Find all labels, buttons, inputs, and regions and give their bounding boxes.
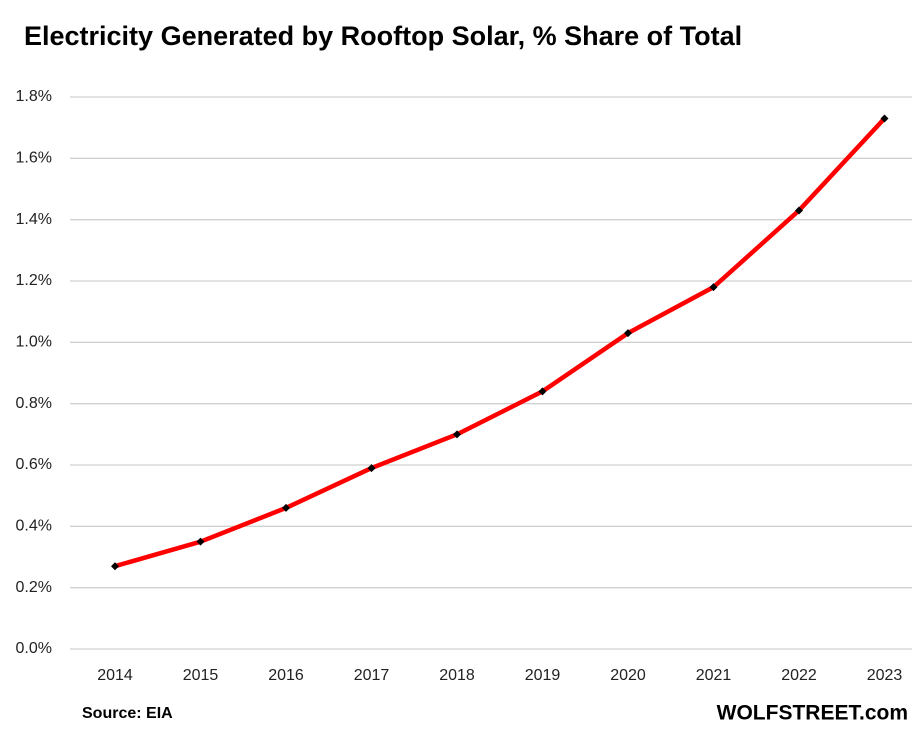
- marker: [880, 114, 889, 123]
- x-tick-label: 2018: [439, 667, 475, 684]
- x-tick-label: 2017: [354, 667, 390, 684]
- x-tick-label: 2015: [183, 667, 219, 684]
- marker: [709, 283, 718, 292]
- y-tick-label: 0.4%: [16, 518, 52, 535]
- x-tick-label: 2019: [525, 667, 561, 684]
- marker: [538, 387, 547, 396]
- source: Source: EIA: [82, 705, 173, 722]
- marker: [111, 562, 119, 571]
- x-tick-label: 2016: [268, 667, 304, 684]
- marker: [624, 329, 632, 338]
- x-tick-label: 2020: [610, 667, 646, 684]
- y-tick-label: 0.6%: [16, 456, 52, 473]
- y-tick-label: 0.0%: [16, 640, 52, 657]
- marker: [795, 206, 803, 215]
- y-tick-label: 1.6%: [16, 150, 52, 167]
- y-tick-label: 1.2%: [16, 272, 52, 289]
- y-tick-label: 0.2%: [16, 579, 52, 596]
- line: [114, 116, 887, 569]
- x-tick-label: 2022: [781, 667, 817, 684]
- marker: [367, 464, 376, 473]
- marker: [453, 430, 461, 439]
- x-tick-label: 2023: [867, 667, 903, 684]
- y-tick-label: 1.4%: [16, 211, 52, 228]
- y-tick-label: 1.0%: [16, 334, 52, 351]
- credit: WOLFSTREET.com: [717, 702, 908, 725]
- marker: [282, 503, 290, 512]
- y-tick-label: 1.8%: [16, 88, 52, 105]
- chart-title: Electricity Generated by Rooftop Solar, …: [24, 21, 742, 51]
- y-tick-label: 0.8%: [16, 395, 52, 412]
- x-tick-label: 2014: [97, 667, 133, 684]
- x-tick-label: 2021: [696, 667, 732, 684]
- marker: [196, 537, 205, 546]
